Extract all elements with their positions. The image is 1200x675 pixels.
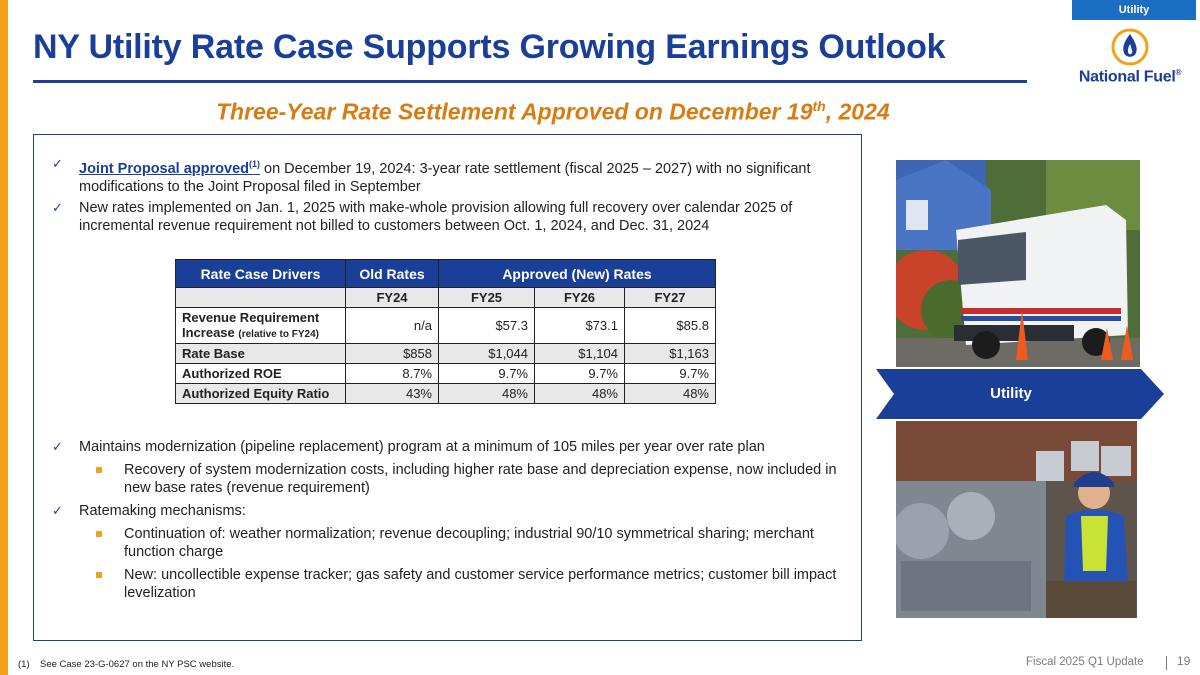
utility-arrow-banner: [876, 369, 1164, 419]
square-bullet-icon: [96, 572, 102, 578]
subtitle: Three-Year Rate Settlement Approved on D…: [216, 98, 890, 125]
checkmark-icon: ✓: [52, 200, 63, 215]
footer-divider: [1166, 656, 1167, 670]
footer-label: Fiscal 2025 Q1 Update: [1026, 656, 1144, 668]
page-title: NY Utility Rate Case Supports Growing Ea…: [33, 28, 946, 66]
title-divider: [33, 80, 1027, 83]
table-row: Authorized ROE 8.7% 9.7% 9.7% 9.7%: [175, 363, 716, 384]
content-panel: [33, 134, 862, 641]
table-row: Rate Base $858 $1,044 $1,104 $1,163: [175, 343, 716, 364]
checkmark-icon: ✓: [52, 503, 63, 518]
checkmark-icon: ✓: [52, 156, 63, 171]
logo-wordmark: National Fuel®: [1078, 68, 1182, 86]
square-bullet-icon: [96, 531, 102, 537]
footnote: (1) See Case 23-G-0627 on the NY PSC webs…: [18, 659, 235, 670]
section-tag: Utility: [1072, 0, 1196, 20]
table-row: Authorized Equity Ratio 43% 48% 48% 48%: [175, 383, 716, 404]
joint-proposal-link[interactable]: Joint Proposal approved(1): [79, 159, 260, 177]
square-bullet-icon: [96, 467, 102, 473]
header-old-rates: Old Rates: [345, 259, 439, 288]
checkmark-icon: ✓: [52, 439, 63, 454]
header-rate-case-drivers: Rate Case Drivers: [175, 259, 346, 288]
utility-truck-photo: [896, 160, 1140, 367]
left-accent-bar: [0, 0, 8, 675]
rate-case-table: Rate Case Drivers Old Rates Approved (Ne…: [175, 259, 716, 404]
utility-banner-label: Utility: [990, 385, 1032, 402]
national-fuel-logo: National Fuel®: [1074, 28, 1186, 90]
page-number: 19: [1177, 654, 1191, 668]
header-approved-rates: Approved (New) Rates: [438, 259, 716, 288]
year-row: FY24 FY25 FY26 FY27: [175, 287, 716, 308]
flame-logo-icon: [1111, 28, 1149, 66]
technician-photo: [896, 421, 1137, 618]
table-row: Revenue Requirement Increase (relative to…: [175, 307, 716, 344]
